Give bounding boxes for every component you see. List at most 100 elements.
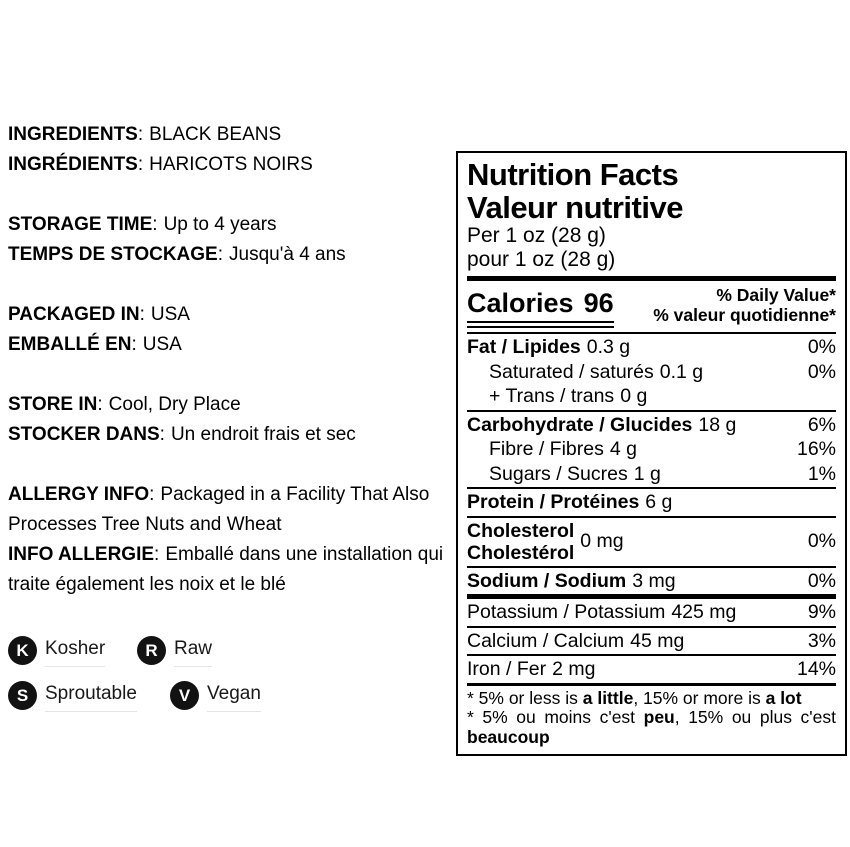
ingredients-value-fr: HARICOTS NOIRS (149, 154, 313, 175)
packaged-label-en: PACKAGED IN (8, 304, 140, 325)
daily-value-header-en: % Daily Value* (716, 285, 836, 305)
nutrient-name: Carbohydrate / Glucides (467, 413, 693, 436)
allergy-paragraph-en: ALLERGY INFO: Packaged in a Facility That… (8, 480, 460, 540)
badge-raw: R Raw (137, 636, 213, 667)
store-value-fr: Un endroit frais et sec (170, 424, 356, 445)
store-label-en: STORE IN (8, 394, 98, 415)
ingredients-line-fr: INGRÉDIENTS: HARICOTS NOIRS (8, 150, 313, 180)
nutrient-name: Sugars / Sucres (489, 462, 628, 485)
rule-thick (467, 594, 836, 599)
daily-value: 9% (807, 601, 836, 623)
nutrient-row-calcium: Calcium / Calcium 45 mg 3% (467, 629, 836, 654)
raw-icon: R (137, 636, 166, 665)
nutrient-row-carbohydrate: Carbohydrate / Glucides 18 g 6% (467, 413, 836, 438)
nutrient-row-saturated: Saturated / saturés 0.1 g 0% (467, 360, 836, 385)
store-line-en: STORE IN: Cool, Dry Place (8, 390, 356, 420)
rule-thin (467, 625, 836, 628)
packaged-line-en: PACKAGED IN: USA (8, 300, 190, 330)
calories: Calories 96 (467, 284, 614, 328)
daily-value-header-fr: % valeur quotidienne* (653, 305, 836, 325)
allergy-value-en: Packaged in a Facility That Also Process… (8, 484, 430, 535)
separator: : (217, 244, 224, 265)
storage-time-section: STORAGE TIME: Up to 4 years TEMPS DE STOC… (8, 210, 346, 270)
daily-value: 0% (807, 530, 836, 553)
rule-thin (467, 654, 836, 656)
kosher-icon: K (8, 636, 37, 665)
store-value-en: Cool, Dry Place (108, 394, 241, 415)
footnote-en: * 5% or less is a little, 15% or more is… (467, 687, 836, 709)
separator: : (137, 154, 144, 175)
separator: : (131, 334, 137, 355)
nutrient-row-sugars: Sugars / Sucres 1 g 1% (467, 462, 836, 487)
nutrient-amount: 0 mg (580, 530, 624, 553)
ingredients-section: INGREDIENTS: BLACK BEANS INGRÉDIENTS: HARI… (8, 120, 313, 180)
storage-value-en: Up to 4 years (163, 214, 277, 235)
footnote-bold: a lot (765, 687, 802, 708)
calories-underline: Calories 96 (467, 288, 614, 328)
separator: : (159, 424, 165, 445)
nutrient-row-iron: Iron / Fer 2 mg 14% (467, 657, 836, 682)
nutrient-amount: 2 mg (552, 658, 596, 680)
separator: : (154, 544, 160, 565)
nutrient-amount: 3 mg (632, 569, 676, 592)
separator: : (139, 304, 145, 325)
footnote-text: , 15% ou plus c'est (674, 707, 836, 727)
badge-label-vegan: Vegan (207, 681, 261, 712)
nutrient-amount: 425 mg (671, 601, 737, 623)
packaged-in-section: PACKAGED IN: USA EMBALLÉ EN: USA (8, 300, 190, 360)
serving-size-fr: pour 1 oz (28 g) (467, 248, 616, 271)
footnote-bold: peu (643, 707, 675, 727)
rule-thick (467, 276, 836, 281)
sproutable-icon: S (8, 681, 37, 710)
nutrient-row-protein: Protein / Protéines 6 g (467, 490, 836, 515)
nutrient-amount: 18 g (698, 413, 737, 436)
daily-value: 0% (807, 336, 836, 358)
vegan-icon: V (170, 681, 199, 710)
allergy-label-fr: INFO ALLERGIE (8, 544, 155, 565)
badge-kosher: K Kosher (8, 636, 106, 667)
footnote-bold: beaucoup (467, 726, 550, 747)
packaged-label-fr: EMBALLÉ EN (8, 334, 132, 355)
rule-thin (467, 409, 836, 412)
separator: : (97, 394, 103, 415)
serving-size-en: Per 1 oz (28 g) (467, 224, 606, 247)
nutrient-row-fibre: Fibre / Fibres 4 g 16% (467, 437, 836, 462)
storage-label-fr: TEMPS DE STOCKAGE (8, 244, 218, 265)
nutrient-name: Saturated / saturés (489, 360, 654, 383)
nutrient-name: Protein / Protéines (467, 491, 640, 513)
nutrition-facts-panel: Nutrition Facts Valeur nutritive Per 1 o… (456, 151, 847, 756)
footnote-text: * 5% ou moins c'est (467, 707, 644, 727)
footnote: * 5% or less is a little, 15% or more is… (467, 687, 836, 748)
storage-line-en: STORAGE TIME: Up to 4 years (8, 210, 346, 240)
store-label-fr: STOCKER DANS (8, 424, 160, 445)
nutrient-name: + Trans / trans (489, 385, 615, 407)
nutrient-row-potassium: Potassium / Potassium 425 mg 9% (467, 600, 836, 625)
packaged-value-en: USA (150, 304, 190, 325)
nutrient-amount: 45 mg (630, 629, 685, 652)
panel-title-en: Nutrition Facts (467, 157, 679, 192)
separator: : (137, 124, 144, 145)
nutrient-amount: 6 g (645, 491, 673, 513)
packaged-value-fr: USA (142, 334, 182, 355)
daily-value: 14% (796, 658, 836, 680)
nutrient-row-fat: Fat / Lipides 0.3 g 0% (467, 335, 836, 360)
store-in-section: STORE IN: Cool, Dry Place STOCKER DANS: Un… (8, 390, 356, 450)
nutrient-name: Potassium / Potassium (467, 601, 666, 623)
nutrient-row-sodium: Sodium / Sodium 3 mg 0% (467, 569, 836, 594)
rule-thin (467, 515, 836, 518)
badge-label-raw: Raw (174, 636, 213, 667)
footnote-text: , 15% or more is (633, 687, 766, 708)
daily-value-header: % Daily Value* % valeur quotidienne* (653, 284, 836, 328)
footnote-fr: * 5% ou moins c'est peu, 15% ou plus c'e… (467, 707, 836, 747)
storage-value-fr: Jusqu'à 4 ans (229, 244, 346, 265)
daily-value: 3% (807, 629, 836, 652)
store-line-fr: STOCKER DANS: Un endroit frais et sec (8, 420, 356, 450)
allergy-info-section: ALLERGY INFO: Packaged in a Facility That… (8, 480, 460, 600)
calories-value: 96 (583, 288, 614, 318)
storage-line-fr: TEMPS DE STOCKAGE: Jusqu'à 4 ans (8, 240, 346, 270)
calories-label: Calories (467, 288, 574, 318)
allergy-label-en: ALLERGY INFO (8, 484, 150, 505)
nutrient-amount: 0 g (620, 385, 648, 407)
daily-value: 6% (807, 413, 836, 436)
